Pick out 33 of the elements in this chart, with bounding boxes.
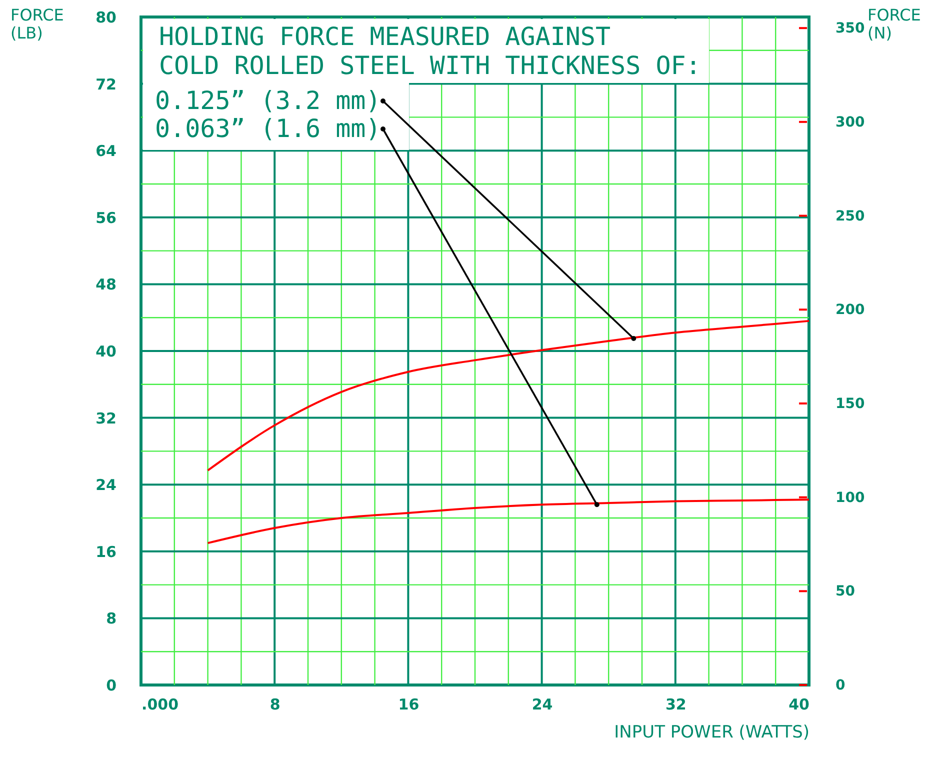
y-tick-label: 0 [106, 676, 116, 694]
y-tick-label: 72 [96, 75, 116, 94]
y-tick-label: 24 [96, 476, 116, 494]
y-tick-label: 56 [96, 208, 116, 227]
y-tick-label: 32 [96, 409, 116, 428]
x-tick-label: 40 [788, 696, 810, 714]
y-tick-label: 80 [96, 8, 116, 26]
annotation: 0.125” (3.2 mm) [155, 86, 381, 115]
y-tick-label: 48 [96, 276, 116, 294]
x-tick-label: 32 [665, 696, 686, 714]
line-series [206, 498, 810, 544]
x-tick-label: 24 [532, 696, 553, 714]
x-tick-label: 16 [398, 696, 420, 714]
y-tick-label: 8 [106, 610, 116, 628]
y2-tick-label: 350 [836, 20, 865, 37]
x-axis-title: INPUT POWER (WATTS) [614, 722, 810, 742]
y-axis-title: FORCE (LB) [10, 6, 64, 42]
y2-tick-label: 200 [836, 302, 865, 318]
y2-tick-label: 150 [836, 396, 865, 412]
y2-tick-label: 250 [836, 208, 865, 224]
y2-axis-title: FORCE (N) [868, 6, 921, 42]
y-tick-label: 40 [96, 342, 116, 360]
y2-tick-label: 0 [836, 678, 846, 694]
y-tick-label: 64 [96, 142, 116, 160]
x-tick-label: 8 [270, 696, 280, 714]
text: HOLDING FORCE MEASURED AGAINST COLD ROLLED STEEL WITH THICKNESS OF: [159, 22, 701, 80]
y2-tick-label: 300 [836, 114, 865, 130]
y2-tick-label: 50 [836, 584, 856, 600]
x-tick-label: .000 [142, 696, 179, 714]
y-tick-label: 16 [96, 542, 116, 561]
line-series [206, 320, 810, 472]
annotation: 0.063” (1.6 mm) [155, 114, 381, 143]
y2-tick-label: 100 [836, 490, 865, 506]
